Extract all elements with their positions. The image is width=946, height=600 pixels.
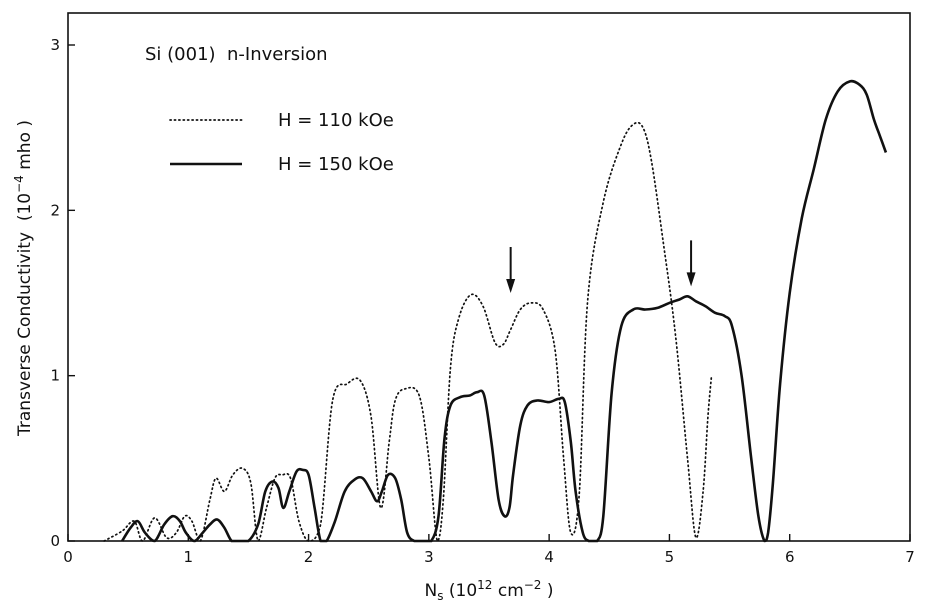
y-title-main: Transverse Conductivity (10 [15, 193, 35, 437]
y-axis-title: Transverse Conductivity (10−4 mho ) [12, 120, 35, 437]
legend-label-110: H = 110 kOe [278, 110, 394, 131]
series-layer [103, 79, 888, 543]
x-axis-title: Ns (1012 cm−2 ) [425, 578, 554, 600]
legend-label-150: H = 150 kOe [278, 154, 394, 175]
x-tick-label: 3 [424, 548, 434, 566]
x-title-unit-mid: cm [492, 581, 523, 600]
x-tick-label: 7 [905, 548, 915, 566]
y-tick-label: 1 [50, 367, 60, 385]
y-tick-label: 2 [50, 201, 60, 219]
y-tick-label: 3 [50, 36, 60, 54]
x-axis-ticks: 0 1 2 3 4 5 6 7 [63, 534, 915, 566]
x-title-exp: 12 [477, 578, 492, 592]
y-tick-label: 0 [50, 532, 60, 550]
x-title-unit-open: (10 [443, 581, 477, 600]
plot-frame [67, 12, 911, 542]
x-title-sub: s [437, 589, 443, 600]
marker-arrow-head [506, 279, 516, 293]
series-line-110-kOe [103, 121, 713, 542]
x-tick-label: 5 [665, 548, 675, 566]
legend: H = 110 kOe H = 150 kOe [169, 110, 394, 175]
arrow-layer [506, 240, 696, 293]
y-title-unit: mho ) [15, 120, 35, 175]
chart-annotation: Si (001) n-Inversion [145, 44, 328, 65]
x-tick-label: 2 [304, 548, 314, 566]
y-title-exp: −4 [12, 175, 26, 193]
x-title-unit-close: ) [541, 581, 553, 600]
x-title-exp2: −2 [524, 578, 542, 592]
x-tick-label: 1 [184, 548, 194, 566]
x-title-main: N [425, 581, 438, 600]
x-tick-label: 6 [785, 548, 795, 566]
x-tick-label: 0 [63, 548, 73, 566]
marker-arrow-head [686, 272, 696, 287]
series-line-150-kOe [120, 79, 888, 543]
x-tick-label: 4 [544, 548, 554, 566]
y-axis-ticks: 0 1 2 3 [50, 36, 75, 550]
